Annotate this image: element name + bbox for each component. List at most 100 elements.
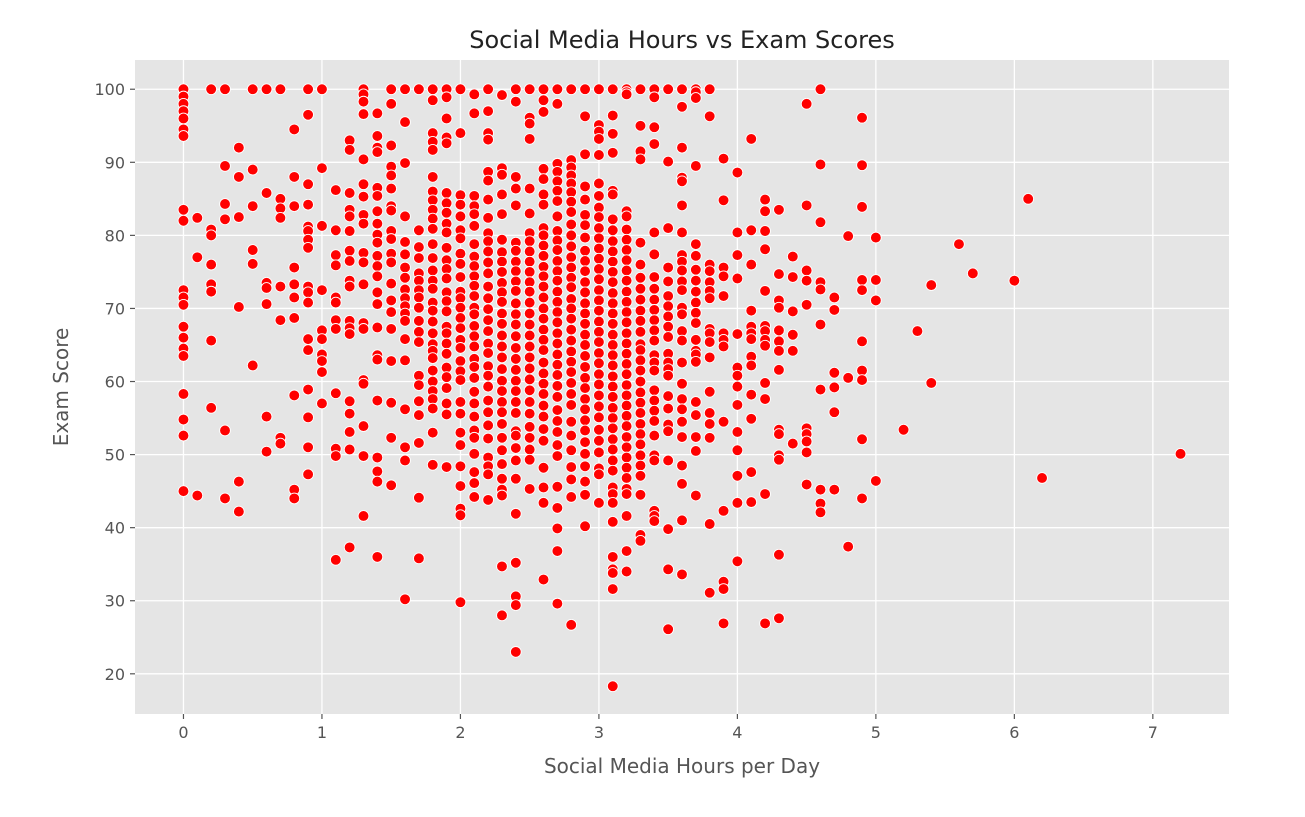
data-point xyxy=(620,316,633,329)
data-point xyxy=(606,317,619,330)
data-point xyxy=(634,534,647,547)
data-point xyxy=(551,337,564,350)
data-point xyxy=(565,388,578,400)
data-point xyxy=(856,201,868,213)
data-point xyxy=(551,597,564,610)
data-point xyxy=(440,295,453,307)
data-point xyxy=(593,423,605,436)
data-point xyxy=(579,265,591,278)
data-point xyxy=(537,239,550,252)
data-point xyxy=(565,312,578,325)
data-point xyxy=(717,340,730,353)
data-point xyxy=(606,349,619,362)
data-point xyxy=(357,217,370,230)
data-point xyxy=(897,423,910,436)
data-point xyxy=(634,271,647,284)
data-point xyxy=(413,291,425,304)
data-point xyxy=(551,244,564,256)
data-point xyxy=(828,381,841,394)
data-point xyxy=(620,337,633,350)
data-point xyxy=(537,434,550,447)
data-point xyxy=(357,450,370,462)
data-point xyxy=(468,308,481,321)
data-point xyxy=(482,303,494,316)
data-point xyxy=(233,211,245,223)
data-point xyxy=(426,327,439,340)
data-point xyxy=(468,107,481,120)
data-point xyxy=(371,321,384,334)
data-point xyxy=(509,385,522,397)
data-point xyxy=(385,355,398,367)
data-point xyxy=(482,105,494,118)
data-point xyxy=(856,433,868,446)
data-point xyxy=(302,296,314,309)
data-point xyxy=(606,307,619,320)
data-point xyxy=(551,380,564,392)
data-point xyxy=(205,229,218,242)
data-point xyxy=(579,361,591,373)
data-point xyxy=(537,461,550,474)
data-point xyxy=(648,248,661,261)
data-point xyxy=(426,222,439,235)
data-point xyxy=(606,276,619,288)
data-point xyxy=(634,119,647,132)
data-point xyxy=(786,250,799,263)
data-point xyxy=(426,264,439,277)
data-point xyxy=(565,355,578,368)
x-tick-label: 3 xyxy=(594,723,604,742)
data-point xyxy=(606,213,619,226)
data-point xyxy=(606,328,619,341)
data-point xyxy=(759,243,771,256)
data-point xyxy=(606,412,619,424)
data-point xyxy=(551,83,564,96)
data-point xyxy=(385,139,398,152)
data-point xyxy=(343,225,356,237)
data-point xyxy=(814,506,827,519)
data-point xyxy=(620,368,633,381)
x-tick-label: 5 xyxy=(871,723,881,742)
data-point xyxy=(565,302,578,315)
data-point xyxy=(413,336,425,348)
data-point xyxy=(579,219,591,231)
data-point xyxy=(537,291,550,304)
data-point xyxy=(565,83,578,96)
data-point xyxy=(593,446,605,459)
data-point xyxy=(759,225,771,237)
data-point xyxy=(246,258,259,270)
data-point xyxy=(509,407,522,419)
data-point xyxy=(648,334,661,347)
data-point xyxy=(717,152,730,165)
data-point xyxy=(260,410,273,423)
data-point xyxy=(579,436,591,449)
data-point xyxy=(773,268,785,280)
data-point xyxy=(496,329,508,342)
data-point xyxy=(509,429,522,442)
data-point xyxy=(509,244,522,257)
data-point xyxy=(551,439,564,451)
data-point xyxy=(551,450,564,462)
data-point xyxy=(509,83,522,96)
data-point xyxy=(593,347,605,359)
data-point xyxy=(454,127,467,139)
data-point xyxy=(786,305,799,318)
data-point xyxy=(565,261,578,274)
data-point xyxy=(842,540,855,553)
data-point xyxy=(634,344,647,356)
data-point xyxy=(426,352,439,364)
data-point xyxy=(357,256,370,269)
data-point xyxy=(676,477,688,490)
data-point xyxy=(703,518,716,530)
data-point xyxy=(662,425,675,438)
data-point xyxy=(357,278,370,291)
data-point xyxy=(343,144,356,156)
data-point xyxy=(773,203,785,216)
data-point xyxy=(274,211,287,224)
data-point xyxy=(579,403,591,416)
data-point xyxy=(606,297,619,310)
data-point xyxy=(371,107,384,120)
data-point xyxy=(565,491,578,503)
data-point xyxy=(357,153,370,166)
data-point xyxy=(828,291,841,304)
data-point xyxy=(634,469,647,482)
data-point xyxy=(689,306,702,319)
